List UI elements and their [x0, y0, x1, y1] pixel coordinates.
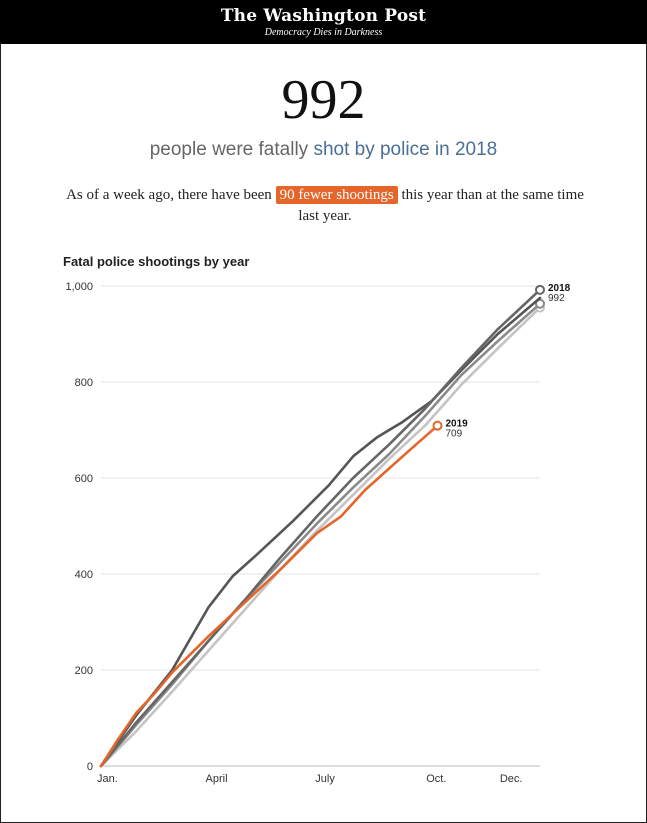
site-logo[interactable]: The Washington Post: [220, 6, 427, 26]
x-tick-label-april: April: [206, 773, 228, 785]
series-end-value-2018: 992: [548, 293, 565, 304]
series-end-value-2019: 709: [445, 429, 462, 440]
summary-after: this year than at the same time last yea…: [298, 187, 584, 224]
x-tick-label-jan: Jan.: [97, 773, 118, 785]
series-end-marker-2016: [535, 298, 545, 309]
y-tick-label-600: 600: [75, 473, 93, 485]
x-tick-label-oct: Oct.: [426, 773, 446, 785]
subhead-text: people were fatally: [149, 139, 314, 160]
summary-before: As of a week ago, there have been: [66, 187, 276, 203]
series-line-2018: [99, 288, 542, 768]
series-line-2017: [99, 306, 542, 768]
y-tick-label-800: 800: [75, 377, 93, 389]
y-tick-label-0: 0: [87, 761, 93, 773]
site-tagline: Democracy Dies in Darkness: [264, 27, 383, 38]
summary-highlight: 90 fewer shootings: [275, 186, 398, 204]
summary-paragraph: As of a week ago, there have been 90 few…: [60, 185, 590, 227]
series-end-marker-2019: [432, 420, 443, 431]
masthead: The Washington Post Democracy Dies in Da…: [0, 0, 647, 44]
subhead-link[interactable]: shot by police in 2018: [313, 139, 498, 160]
series-end-year-2019: 2019: [445, 419, 468, 430]
chart-title: Fatal police shootings by year: [63, 254, 250, 269]
x-tick-label-july: July: [315, 773, 335, 785]
headline-number: 992: [281, 69, 366, 131]
y-tick-label-400: 400: [75, 569, 93, 581]
series-end-year-2018: 2018: [548, 283, 571, 294]
y-tick-label-200: 200: [75, 665, 93, 677]
series-end-marker-2018: [535, 284, 545, 295]
x-tick-label-dec: Dec.: [500, 773, 523, 785]
series-line-2019: [99, 424, 439, 768]
headline-subhead: people were fatally shot by police in 20…: [0, 139, 647, 161]
series-line-2016: [99, 302, 542, 768]
y-tick-label-1000: 1,000: [65, 281, 93, 293]
